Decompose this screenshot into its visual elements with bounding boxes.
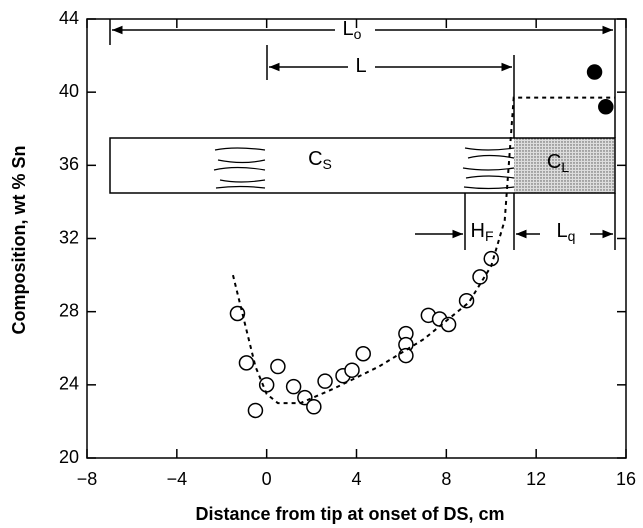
x-tick-label: 8 [441,469,451,489]
x-tick-label: −8 [77,469,98,489]
label-text: L [355,55,366,77]
y-tick-label: 32 [59,227,79,247]
label-sub: L [561,159,569,175]
y-tick-label: 44 [59,8,79,28]
dendrites [213,147,515,190]
label-text: C [547,151,561,173]
label-text: C [308,148,322,170]
y-tick-label: 36 [59,154,79,174]
x-tick-label: 16 [616,469,636,489]
sample-bar [109,137,616,194]
label-sub: S [323,156,332,172]
x-axis-label: Distance from tip at onset of DS, cm [195,504,504,524]
y-tick-label: 28 [59,300,79,320]
label-text: H [470,220,484,242]
label-sub: o [354,26,362,42]
y-tick-label: 40 [59,81,79,101]
plot-frame [86,18,627,459]
open-point [229,305,246,322]
open-point [355,345,371,362]
open-point [344,362,360,378]
label-sub: q [568,228,576,244]
label-lq: Lq [557,220,576,243]
x-tick-label: 4 [351,469,361,489]
y-axis-label: Composition, wt % Sn [9,146,29,335]
label-cs: CS [308,148,332,171]
open-point [247,402,264,419]
filled-point [598,99,614,115]
open-point [472,269,488,285]
open-point [458,292,475,309]
y-tick-label: 20 [59,447,79,467]
open-point [258,377,275,393]
open-point [238,355,255,371]
label-text: L [557,220,568,242]
label-l: L [355,55,366,77]
label-lo: Lo [343,18,362,41]
label-sub: F [485,228,494,244]
open-point [270,358,286,375]
open-point [317,373,333,389]
schematic [109,19,616,250]
liquid-region [514,138,615,193]
x-tick-label: 12 [526,469,546,489]
x-tick-label: −4 [167,469,188,489]
open-point [285,378,302,395]
x-tick-label: 0 [262,469,272,489]
label-hf: HF [470,220,493,243]
open-point [306,399,322,415]
open-point [398,347,414,364]
label-text: L [343,18,354,40]
fit-curve [232,96,615,405]
open-point [297,389,313,406]
y-tick-label: 24 [59,374,79,394]
label-cl: CL [547,151,569,174]
filled-point [586,64,603,80]
